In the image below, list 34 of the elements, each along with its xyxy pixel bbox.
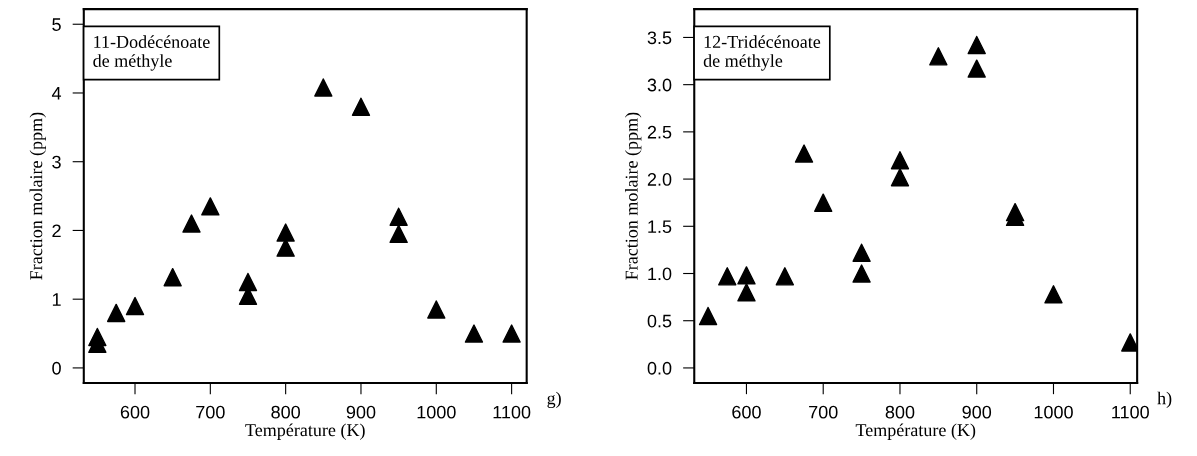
x-tick-label: 1100 <box>493 405 531 419</box>
x-tick-label: 800 <box>885 405 915 419</box>
x-tick-label: 900 <box>962 405 992 419</box>
y-axis-title: Fraction molaire (ppm) <box>29 112 46 280</box>
y-tick-label: 2.5 <box>647 125 672 139</box>
x-tick-label: 700 <box>809 405 838 419</box>
text: g) <box>547 391 561 409</box>
y-tick-label: 0.5 <box>647 314 672 328</box>
y-tick-label: 2.0 <box>647 173 672 186</box>
x-axis-title: Température (K) <box>245 423 365 440</box>
x-tick-label: 1000 <box>1034 405 1073 419</box>
x-tick-label: 600 <box>732 405 761 419</box>
y-tick-label: 1.0 <box>648 267 672 281</box>
y-tick-label: 3.5 <box>647 31 672 45</box>
y-tick-label: 3.0 <box>647 78 672 92</box>
x-tick-label: 600 <box>120 405 150 419</box>
x-tick-label: 1000 <box>417 405 456 419</box>
text: h) <box>1157 391 1172 409</box>
y-tick-label: 1.5 <box>648 220 672 234</box>
x-tick-label: 900 <box>346 405 376 419</box>
x-tick-label: 700 <box>196 405 225 419</box>
x-tick-label: 800 <box>271 405 301 419</box>
y-tick-label: 0.0 <box>647 361 672 375</box>
annotation: 11-Dodécénoate de méthyle <box>93 35 210 71</box>
x-axis-title: Température (K) <box>855 423 976 440</box>
y-tick-label: 1 <box>52 293 61 306</box>
y-tick-label: 3 <box>52 155 61 169</box>
x-tick-label: 1100 <box>1112 405 1149 419</box>
y-tick-label: 4 <box>51 87 62 100</box>
y-tick-label: 0 <box>52 361 61 375</box>
annotation: 12-Tridécénoate de méthyle <box>703 35 821 71</box>
y-tick-label: 5 <box>52 18 61 31</box>
y-axis-title: Fraction molaire (ppm) <box>625 112 642 280</box>
y-tick-label: 2 <box>52 224 61 237</box>
